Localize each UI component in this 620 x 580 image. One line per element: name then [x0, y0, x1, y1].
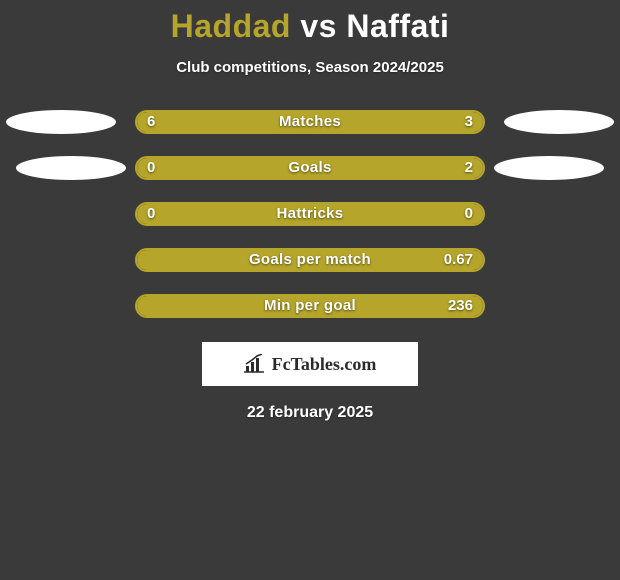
- stat-row: 6 Matches 3: [0, 110, 620, 134]
- bar-chart-icon: [244, 354, 266, 374]
- stat-label: Hattricks: [137, 204, 483, 224]
- stat-label: Goals per match: [137, 250, 483, 270]
- comparison-card: Haddad vs Naffati Club competitions, Sea…: [0, 0, 620, 422]
- stat-value-right: 2: [465, 158, 473, 178]
- stat-row: Goals per match 0.67: [0, 248, 620, 272]
- stat-bar: 0 Hattricks 0: [135, 202, 485, 226]
- stat-label: Goals: [137, 158, 483, 178]
- stat-bar: Min per goal 236: [135, 294, 485, 318]
- stat-bar: 6 Matches 3: [135, 110, 485, 134]
- player1-name: Haddad: [171, 8, 291, 44]
- branding-badge: FcTables.com: [202, 342, 418, 386]
- stat-label: Min per goal: [137, 296, 483, 316]
- stat-value-right: 0.67: [444, 250, 473, 270]
- stat-value-right: 236: [448, 296, 473, 316]
- subtitle: Club competitions, Season 2024/2025: [0, 59, 620, 76]
- stat-bar: 0 Goals 2: [135, 156, 485, 180]
- stats-block: 6 Matches 3 0 Goals 2 0 Hattricks 0: [0, 110, 620, 318]
- stat-value-right: 3: [465, 112, 473, 132]
- stat-row: 0 Hattricks 0: [0, 202, 620, 226]
- date-label: 22 february 2025: [0, 404, 620, 422]
- stat-value-right: 0: [465, 204, 473, 224]
- stat-row: Min per goal 236: [0, 294, 620, 318]
- stat-label: Matches: [137, 112, 483, 132]
- stat-bar: Goals per match 0.67: [135, 248, 485, 272]
- stat-row: 0 Goals 2: [0, 156, 620, 180]
- vs-separator: vs: [300, 8, 337, 44]
- branding-text: FcTables.com: [272, 354, 377, 375]
- page-title: Haddad vs Naffati: [0, 8, 620, 45]
- player2-name: Naffati: [346, 8, 449, 44]
